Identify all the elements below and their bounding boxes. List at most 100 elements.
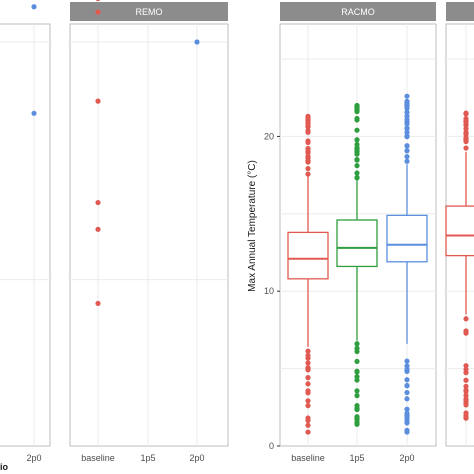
outlier-point — [31, 4, 37, 10]
outlier-point — [354, 175, 360, 181]
outlier-point — [305, 123, 311, 130]
outlier-point — [354, 341, 360, 347]
outlier-point — [305, 390, 311, 396]
outlier-point — [354, 141, 360, 148]
outlier-point — [404, 158, 410, 164]
facet-strip-label: RACMO — [341, 7, 375, 17]
outlier-point — [404, 363, 410, 369]
x-tick-label: baseline — [291, 453, 325, 463]
outlier-point — [95, 98, 101, 104]
x-tick-label: 1p5 — [349, 453, 364, 463]
outlier-point — [463, 129, 469, 135]
outlier-point — [354, 102, 360, 109]
outlier-point — [354, 393, 360, 399]
outlier-point — [404, 368, 410, 375]
outlier-point — [305, 398, 311, 404]
outlier-point — [404, 420, 410, 426]
outlier-point — [404, 125, 410, 132]
outlier-point — [354, 348, 360, 355]
x-tick-label: 2p0 — [189, 453, 204, 463]
y-tick-label: 20 — [264, 131, 274, 141]
outlier-point — [354, 358, 360, 365]
outlier-point — [404, 396, 410, 402]
x-tick-label: 2p0 — [399, 453, 414, 463]
outlier-point — [95, 199, 101, 206]
outlier-point — [463, 316, 469, 322]
outlier-point — [463, 383, 469, 389]
outlier-point — [354, 147, 360, 154]
outlier-point — [305, 375, 311, 381]
outlier-point — [305, 117, 311, 124]
outlier-point — [404, 121, 410, 127]
outlier-point — [463, 363, 469, 369]
outlier-point — [305, 360, 311, 366]
outlier-point — [354, 137, 360, 143]
box-1p5 — [336, 219, 378, 268]
outlier-point — [463, 415, 469, 421]
facet-strip — [446, 2, 474, 21]
outlier-point — [354, 115, 360, 122]
outlier-point — [463, 392, 469, 399]
outlier-point — [354, 157, 360, 163]
outlier-point — [95, 226, 101, 232]
outlier-point — [354, 369, 360, 375]
outlier-point — [305, 367, 311, 373]
outlier-point — [404, 113, 410, 119]
y-axis-title: Max Annual Temperature (°C) — [247, 160, 258, 292]
outlier-point — [305, 150, 311, 156]
panel-border — [69, 23, 229, 447]
outlier-point — [404, 148, 410, 154]
outlier-point — [305, 355, 311, 361]
facet-strip-label: REMO — [136, 7, 163, 17]
outlier-point — [305, 129, 311, 135]
panel-1: 2p0 — [0, 4, 51, 463]
facet-strip — [70, 2, 228, 21]
outlier-point — [404, 134, 410, 140]
outlier-point — [463, 402, 469, 408]
outlier-point — [404, 382, 410, 389]
outlier-point — [463, 121, 469, 128]
outlier-point — [463, 110, 469, 116]
outlier-point — [463, 377, 469, 383]
outlier-point — [354, 163, 360, 169]
panel-racmo: RACMO 0 10 20 baseline 1p5 2p0 — [264, 2, 437, 463]
outlier-point — [305, 165, 311, 172]
outlier-point — [463, 388, 469, 394]
box-baseline — [445, 205, 474, 257]
outlier-point — [404, 109, 410, 116]
x-tick-label: 1p5 — [140, 453, 155, 463]
outlier-point — [354, 127, 360, 133]
outlier-point — [354, 406, 360, 413]
outlier-point — [404, 129, 410, 135]
legend-label-fragment: io — [0, 462, 9, 472]
outlier-point — [354, 421, 360, 427]
outlier-point — [354, 403, 360, 409]
outlier-point — [305, 348, 311, 354]
outlier-point — [31, 110, 37, 116]
outlier-point — [404, 98, 410, 104]
outlier-point — [404, 153, 410, 160]
outlier-point — [463, 396, 469, 402]
outlier-point — [354, 151, 360, 157]
outlier-point — [95, 9, 101, 15]
outlier-point — [463, 410, 469, 416]
outlier-point — [95, 0, 101, 2]
outlier-point — [404, 377, 410, 383]
y-tick-label: 0 — [269, 441, 274, 451]
outlier-point — [305, 113, 311, 119]
outlier-point — [463, 135, 469, 141]
outlier-point — [463, 145, 469, 151]
outlier-point — [95, 300, 101, 307]
panel-remo: REMO baseline 1p5 2p0 — [69, 0, 229, 463]
outlier-point — [354, 388, 360, 394]
outlier-point — [404, 429, 410, 435]
outlier-point — [305, 138, 311, 144]
outlier-point — [305, 403, 311, 409]
outlier-point — [194, 39, 200, 45]
outlier-point — [305, 158, 311, 164]
x-tick-label: baseline — [81, 453, 115, 463]
outlier-point — [404, 103, 410, 109]
panel-4 — [445, 2, 474, 447]
facet-strip — [280, 2, 436, 21]
